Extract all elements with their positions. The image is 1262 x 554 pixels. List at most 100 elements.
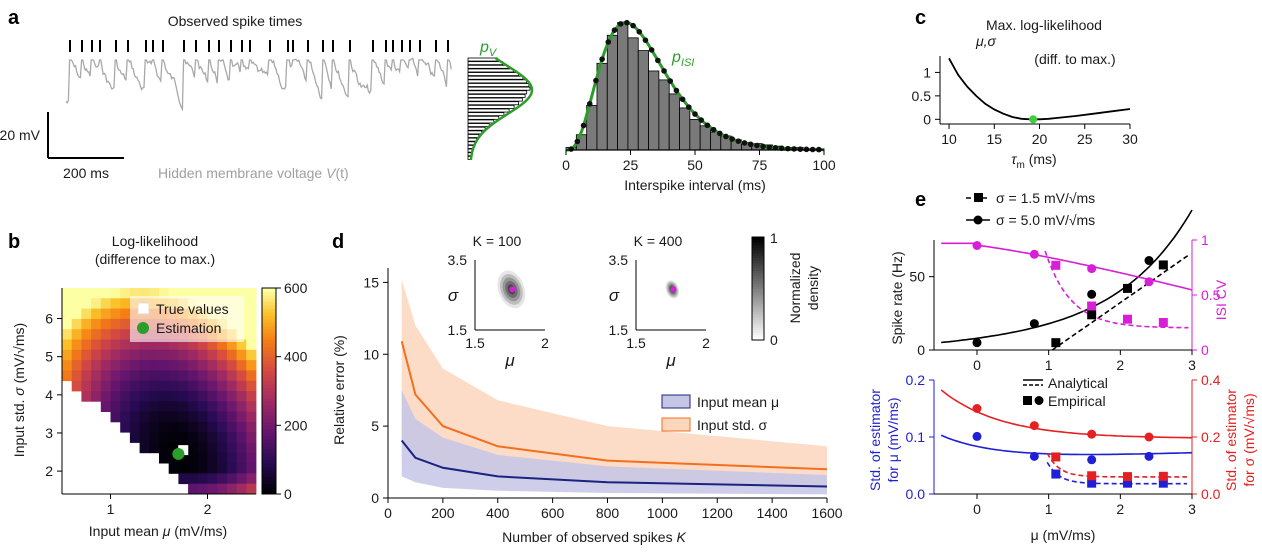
inset2-title: K = 400: [634, 233, 683, 249]
panel-d-x-tick-label: 800: [596, 505, 620, 521]
colorbar-segment: [262, 490, 276, 495]
inset-x-tick-label: 2: [541, 335, 549, 351]
heatmap-title-2: (difference to max.): [95, 251, 215, 267]
isi-x-tick-label: 0: [562, 157, 570, 173]
heatmap-cell: [110, 329, 121, 340]
heatmap-cell: [159, 380, 170, 392]
heatmap-cell: [246, 483, 257, 495]
isi-fit-point: [766, 144, 773, 150]
heatmap-cell: [178, 463, 189, 474]
heatmap-cell: [62, 298, 73, 309]
colorbar-segment: [262, 439, 276, 443]
heatmap-cell: [246, 339, 257, 351]
heatmap-cell: [236, 370, 247, 382]
heatmap-cell: [246, 452, 257, 464]
heatmap-cell: [62, 329, 73, 340]
isi-fit-point: [791, 146, 797, 152]
pv-bar: [467, 134, 480, 138]
density-colorbar-segment: [752, 316, 764, 320]
panel-letter-a: a: [8, 7, 20, 29]
colorbar-segment: [262, 325, 276, 330]
heatmap-cell: [188, 360, 199, 371]
heatmap-cell: [178, 360, 189, 371]
heatmap-cell: [178, 380, 189, 392]
pv-histogram: [467, 56, 534, 161]
heatmap-cell: [100, 349, 111, 361]
heatmap-cell: [110, 391, 121, 402]
density-colorbar-segment: [752, 267, 764, 271]
heatmap-cell: [188, 483, 199, 495]
heatmap-y-tick-label: 2: [45, 463, 53, 479]
heatmap-cell: [246, 473, 257, 485]
e-top-right-tick-label: 0.5: [1201, 287, 1221, 303]
pv-bar: [467, 104, 515, 109]
colorbar-segment: [262, 483, 276, 488]
heatmap-cell: [159, 391, 170, 402]
voltage-label: Hidden membrane voltage V(t): [158, 165, 349, 181]
colorbar-segment: [262, 291, 276, 296]
heatmap-cell: [159, 432, 170, 443]
heatmap-cell: [168, 349, 179, 361]
isi-fit-point: [636, 28, 643, 35]
heatmap-cell: [207, 391, 218, 402]
heatmap-cell: [236, 411, 247, 423]
pv-bar: [467, 83, 530, 87]
density-colorbar-segment: [752, 283, 764, 287]
heatmap-cell: [120, 349, 131, 361]
rate-point-dot: [1029, 319, 1039, 329]
panel-d-x-tick-label: 200: [431, 505, 455, 521]
heatmap-cell: [129, 339, 140, 351]
heatmap-cell: [120, 370, 131, 382]
colorbar-segment: [262, 428, 276, 433]
heatmap-cell: [246, 442, 257, 454]
isi-fit-point: [624, 19, 630, 26]
heatmap-axes: 1 2 2 3 4 5 6: [45, 288, 256, 517]
pv-bar: [467, 94, 526, 98]
pv-bar: [467, 61, 503, 66]
heatmap-cell: [188, 370, 199, 382]
isi-fit-point: [698, 117, 704, 123]
heatmap-cell: [110, 360, 121, 371]
heatmap-cell: [246, 411, 257, 423]
isi-fit-point: [741, 140, 748, 146]
pv-bar: [467, 123, 490, 128]
heatmap-cell: [81, 308, 92, 320]
colorbar-segment: [262, 432, 276, 437]
e-top-left-tick-label: 50: [909, 269, 925, 285]
heatmap-cell: [91, 308, 102, 320]
colorbar-segment: [262, 301, 276, 306]
heatmap-cell: [81, 318, 92, 330]
colorbar-segment: [262, 387, 276, 392]
cv-point-sq: [1051, 260, 1061, 270]
panel-c-title: Max. log-likelihood: [986, 17, 1102, 33]
heatmap-cell: [217, 288, 228, 299]
colorbar-segment: [262, 397, 276, 402]
rate-point-sq: [1051, 338, 1061, 348]
heatmap-cell: [226, 421, 237, 433]
mu-std-point-dot: [1087, 455, 1097, 465]
colorbar-segment: [262, 312, 276, 316]
inset-y-tick-label: 3.5: [448, 252, 468, 268]
heatmap-cell: [62, 360, 73, 371]
panel-c-y-tick-label: 0.5: [912, 88, 932, 104]
pv-bar: [467, 108, 510, 113]
heatmap-cell: [168, 339, 179, 351]
density-colorbar-segment: [752, 247, 764, 251]
isi-fit-point: [648, 47, 655, 53]
panel-d-x-tick-label: 600: [541, 505, 565, 521]
isi-bar: [689, 119, 701, 151]
heatmap-cell: [207, 473, 218, 485]
heatmap-cell: [149, 380, 160, 392]
heatmap-cell: [246, 329, 257, 340]
heatmap-cell: [246, 349, 257, 361]
heatmap-cell: [110, 288, 121, 299]
heatmap-cell: [178, 452, 189, 464]
panel-c-x-tick-label: 10: [941, 131, 957, 147]
isi-bar: [699, 125, 711, 151]
colorbar-segment: [262, 294, 276, 299]
heatmap-cell: [226, 452, 237, 464]
heatmap-cell: [217, 452, 228, 464]
pv-bar: [467, 64, 509, 69]
heatmap-cell: [71, 360, 82, 371]
pv-bar: [467, 79, 527, 84]
